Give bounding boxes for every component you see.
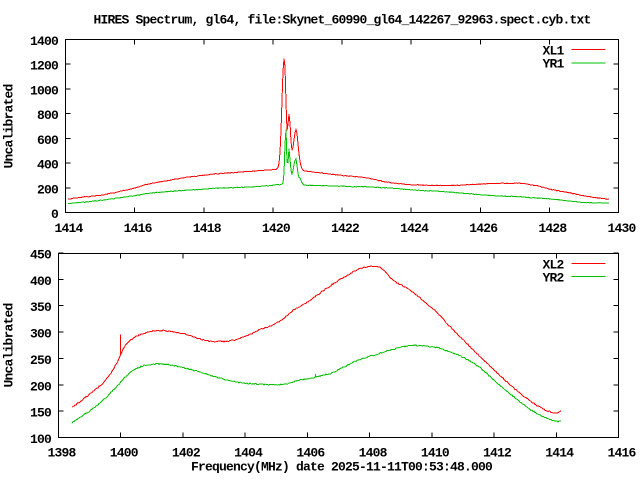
svg-text:1430: 1430 — [607, 221, 636, 236]
svg-text:400: 400 — [30, 274, 52, 289]
svg-text:300: 300 — [30, 327, 52, 342]
svg-text:1406: 1406 — [296, 446, 325, 461]
svg-text:200: 200 — [30, 379, 52, 394]
svg-text:0: 0 — [51, 207, 59, 222]
svg-text:1426: 1426 — [469, 221, 498, 236]
svg-text:1416: 1416 — [607, 446, 636, 461]
svg-text:100: 100 — [30, 432, 52, 447]
svg-text:1420: 1420 — [262, 221, 291, 236]
svg-text:XL2: XL2 — [542, 257, 564, 272]
svg-text:450: 450 — [30, 248, 52, 263]
svg-text:Uncalibrated: Uncalibrated — [2, 84, 17, 168]
svg-text:800: 800 — [37, 108, 59, 123]
svg-text:1000: 1000 — [30, 83, 59, 98]
svg-text:1414: 1414 — [54, 221, 83, 236]
svg-text:600: 600 — [37, 133, 59, 148]
svg-text:250: 250 — [30, 353, 52, 368]
svg-text:1402: 1402 — [172, 446, 201, 461]
svg-text:1422: 1422 — [331, 221, 360, 236]
svg-text:1418: 1418 — [193, 221, 222, 236]
svg-text:150: 150 — [30, 406, 52, 421]
svg-text:1398: 1398 — [47, 446, 76, 461]
svg-text:YR1: YR1 — [542, 57, 564, 72]
svg-text:1428: 1428 — [538, 221, 567, 236]
svg-text:Uncalibrated: Uncalibrated — [2, 303, 17, 387]
svg-text:1404: 1404 — [234, 446, 263, 461]
svg-text:350: 350 — [30, 300, 52, 315]
svg-text:200: 200 — [37, 182, 59, 197]
svg-text:1424: 1424 — [400, 221, 429, 236]
svg-text:1410: 1410 — [421, 446, 450, 461]
svg-text:1414: 1414 — [545, 446, 574, 461]
svg-text:400: 400 — [37, 158, 59, 173]
svg-text:1412: 1412 — [483, 446, 512, 461]
svg-text:YR2: YR2 — [542, 271, 564, 286]
svg-text:1400: 1400 — [30, 34, 59, 49]
svg-text:XL1: XL1 — [542, 43, 564, 58]
svg-text:1400: 1400 — [110, 446, 139, 461]
svg-text:1408: 1408 — [359, 446, 388, 461]
svg-text:HIRES Spectrum, gl64, file:Sky: HIRES Spectrum, gl64, file:Skynet_60990_… — [93, 13, 590, 28]
svg-text:1416: 1416 — [124, 221, 153, 236]
svg-text:Frequency(MHz) date 2025-11-11: Frequency(MHz) date 2025-11-11T00:53:48.… — [191, 460, 493, 475]
svg-text:1200: 1200 — [30, 59, 59, 74]
